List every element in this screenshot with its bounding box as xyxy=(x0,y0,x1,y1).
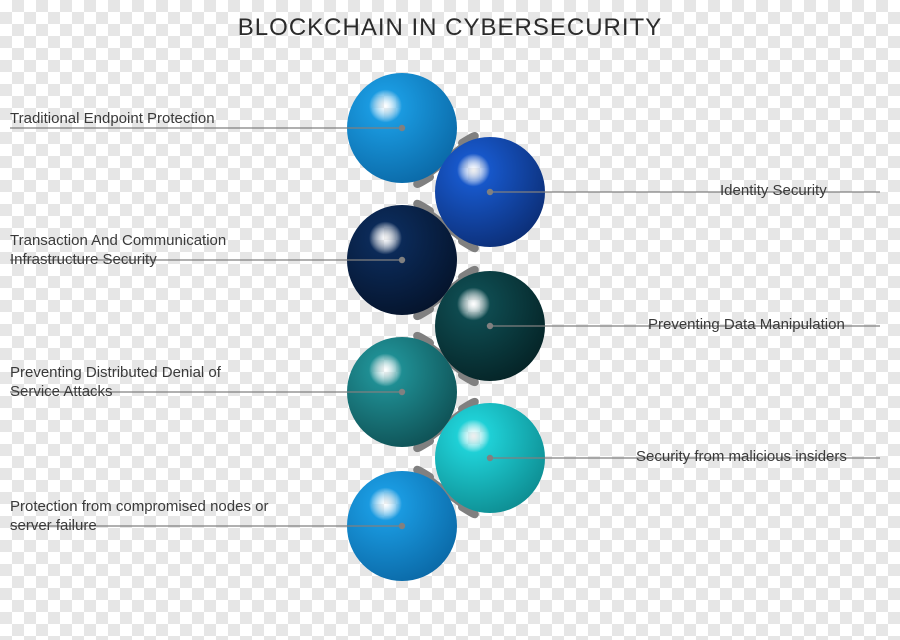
leader-dot-2 xyxy=(487,189,493,195)
leader-dot-3 xyxy=(399,257,405,263)
leader-dot-4 xyxy=(487,323,493,329)
leader-dot-7 xyxy=(399,523,405,529)
node-label-2: Identity Security xyxy=(720,182,890,201)
leader-dot-1 xyxy=(399,125,405,131)
node-label-4: Preventing Data Manipulation xyxy=(648,316,888,335)
leader-dot-5 xyxy=(399,389,405,395)
node-label-3: Transaction And Communication Infrastruc… xyxy=(10,232,290,270)
diagram-canvas: BLOCKCHAIN IN CYBERSECURITY Traditional … xyxy=(0,0,900,640)
node-label-5: Preventing Distributed Denial of Service… xyxy=(10,364,270,402)
leader-dot-6 xyxy=(487,455,493,461)
node-label-1: Traditional Endpoint Protection xyxy=(10,110,270,129)
node-label-7: Protection from compromised nodes or ser… xyxy=(10,498,310,536)
node-label-6: Security from malicious insiders xyxy=(636,448,886,467)
